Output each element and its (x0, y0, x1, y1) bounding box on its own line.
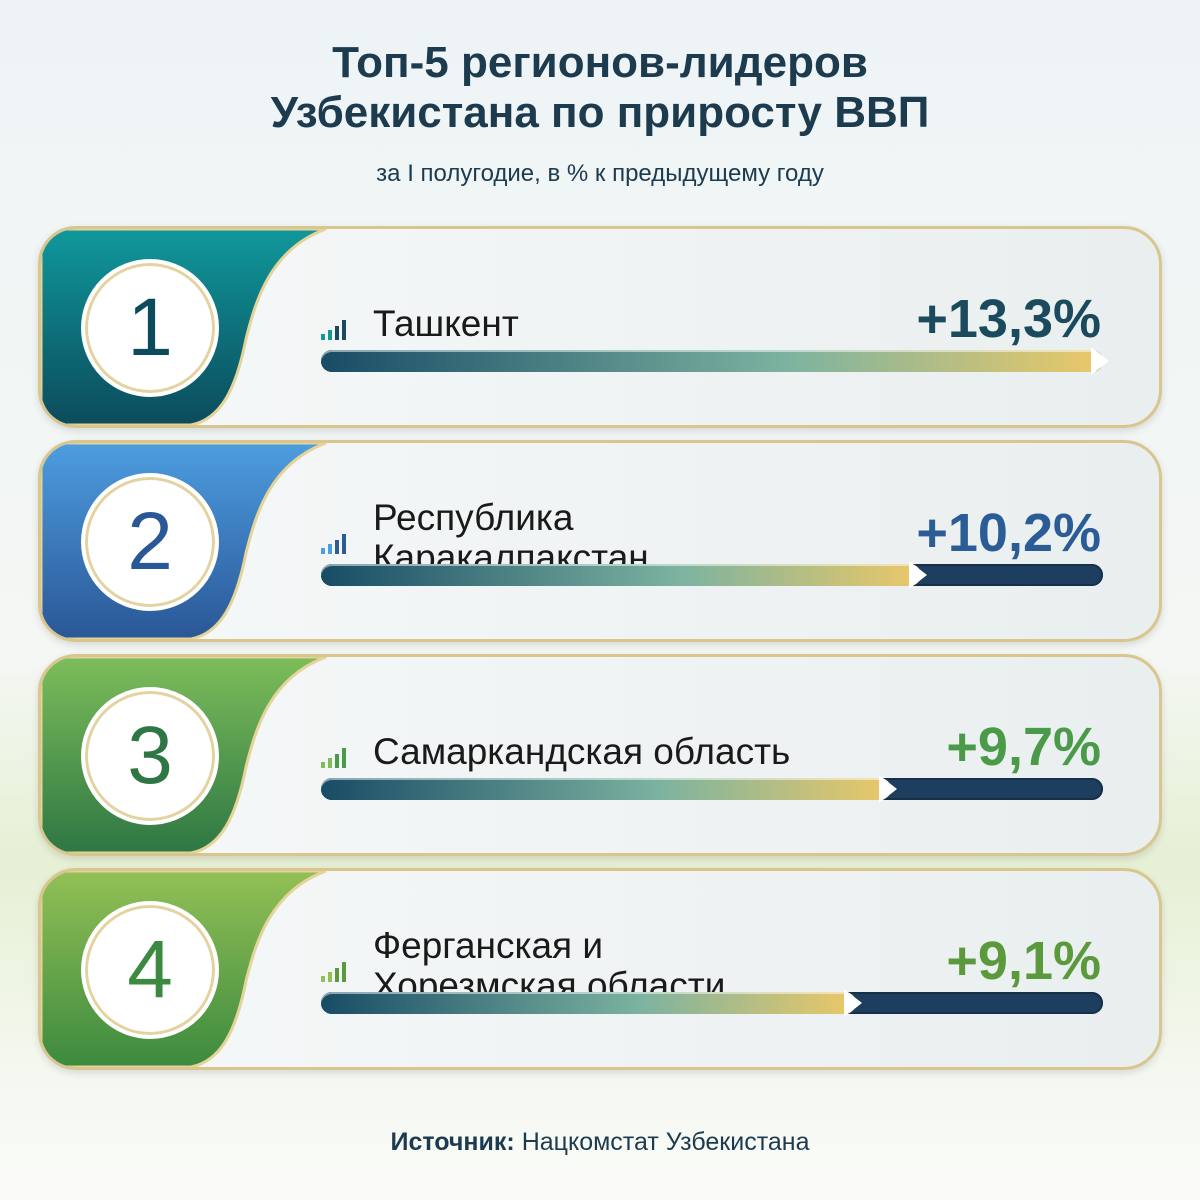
icon-bar (321, 762, 325, 768)
icon-bar (321, 548, 325, 554)
icon-bar (335, 540, 339, 554)
icon-bar (342, 534, 346, 554)
card: 3 Самаркандская область +9,7% (38, 654, 1162, 856)
bar-track (321, 989, 1103, 1017)
value-label: +10,2% (916, 503, 1101, 563)
icon-bar (335, 326, 339, 340)
value-label: +9,7% (946, 717, 1101, 777)
icon-bar (328, 330, 332, 340)
category-label: Самаркандская область (373, 731, 791, 772)
icon-bar (342, 962, 346, 982)
icon (321, 960, 351, 982)
icon-bar (342, 748, 346, 768)
rank-number: 3 (81, 687, 219, 825)
icon-bar (328, 758, 332, 768)
bar-tip (1091, 347, 1109, 375)
rank-number: 4 (81, 901, 219, 1039)
row: Самаркандская область +9,7% (321, 697, 1101, 797)
card: 2 Республика Каракалпакстан +10,2% (38, 440, 1162, 642)
source-text: Нацкомстат Узбекистана (521, 1128, 810, 1156)
bar (321, 992, 857, 1014)
icon-bar (321, 976, 325, 982)
bar-tip (844, 989, 863, 1017)
chart-subtitle: за I полугодие, в % к предыдущему году (376, 160, 824, 187)
icon (321, 318, 351, 340)
value-label: +9,1% (946, 931, 1101, 991)
bar-tip (879, 775, 898, 803)
bar (321, 350, 1103, 372)
icon (321, 746, 351, 768)
card: 1 Ташкент +13,3% (38, 226, 1162, 428)
source-label: Источник: (390, 1128, 515, 1156)
rank-number: 1 (81, 259, 219, 397)
bar-track (321, 347, 1109, 375)
bar (321, 564, 921, 586)
icon-bar (328, 544, 332, 554)
card: 4 Ферганская и Хорезмская области +9,1% (38, 868, 1162, 1070)
value-label: +13,3% (916, 289, 1101, 349)
bar-track (321, 775, 1103, 803)
bar-track (321, 561, 1103, 589)
icon-bar (342, 320, 346, 340)
icon (321, 532, 351, 554)
bar-tip (908, 561, 927, 589)
chart-title: Топ-5 регионов-лидеров Узбекистана по пр… (270, 38, 930, 137)
icon-bar (321, 334, 325, 340)
icon-bar (328, 972, 332, 982)
rank-number: 2 (81, 473, 219, 611)
bar (321, 778, 892, 800)
row: Ташкент +13,3% (321, 269, 1101, 369)
source: Источник: Нацкомстат Узбекистана (0, 1128, 1200, 1157)
category-label: Ташкент (373, 303, 519, 344)
icon-bar (335, 754, 339, 768)
icon-bar (335, 968, 339, 982)
